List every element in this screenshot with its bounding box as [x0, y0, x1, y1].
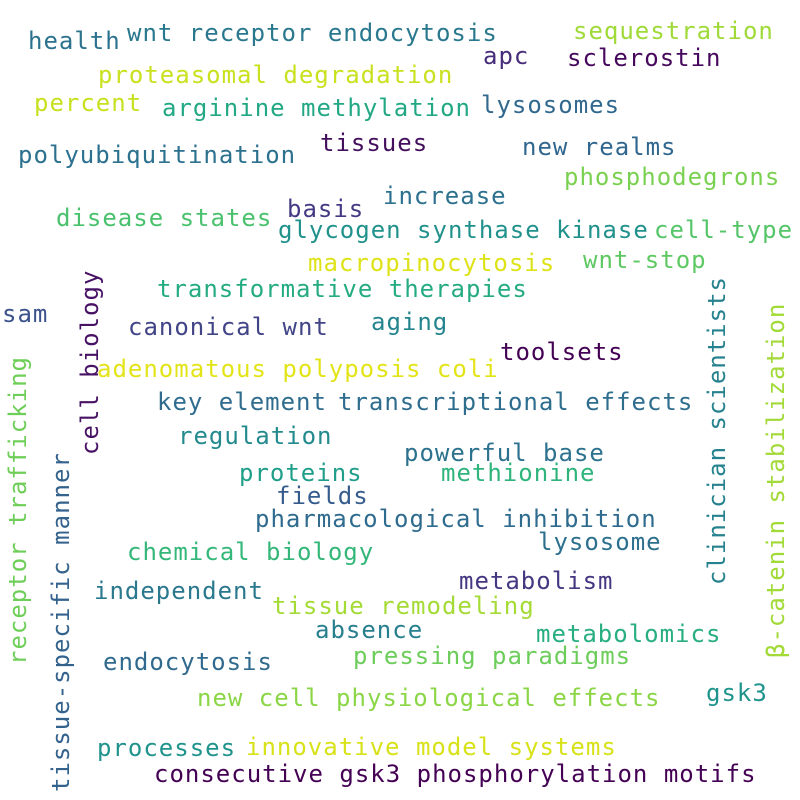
word-absence: absence — [315, 616, 424, 644]
word-proteins: proteins — [239, 459, 363, 487]
word-lysosome: lysosome — [538, 528, 662, 556]
word-fields: fields — [276, 482, 369, 510]
word-adenomatous-polyposis-coli: adenomatous polyposis coli — [97, 355, 499, 383]
word-health: health — [28, 27, 121, 55]
word-sequestration: sequestration — [573, 17, 774, 45]
word-proteasomal-degradation: proteasomal degradation — [98, 61, 454, 89]
word-phosphodegrons: phosphodegrons — [564, 163, 781, 191]
word-key-element: key element — [157, 388, 327, 416]
word-metabolomics: metabolomics — [536, 620, 722, 648]
word-polyubiquitination: polyubiquitination — [18, 141, 297, 169]
word-receptor-trafficking: receptor trafficking — [4, 356, 32, 665]
word-gsk3: gsk3 — [706, 679, 768, 707]
word-increase: increase — [383, 182, 507, 210]
word-tissue-specific-manner: tissue-specific manner — [47, 452, 75, 792]
word-tissues: tissues — [320, 129, 429, 157]
word-methionine: methionine — [441, 459, 596, 487]
word-sclerostin: sclerostin — [567, 44, 722, 72]
word-cell-type: cell-type — [654, 216, 794, 244]
word-macropinocytosis: macropinocytosis — [308, 249, 556, 277]
word-cell-biology: cell biology — [76, 269, 104, 455]
word-basis: basis — [287, 195, 365, 223]
word-new-realms: new realms — [522, 133, 677, 161]
word-aging: aging — [371, 308, 449, 336]
word-pressing-paradigms: pressing paradigms — [353, 642, 632, 670]
word-percent: percent — [34, 89, 143, 117]
word-independent: independent — [94, 577, 264, 605]
word-toolsets: toolsets — [500, 338, 624, 366]
word-arginine-methylation: arginine methylation — [162, 94, 471, 122]
word-canonical-wnt: canonical wnt — [128, 313, 329, 341]
word-pharmacological-inhibition: pharmacological inhibition — [255, 505, 657, 533]
word-metabolism: metabolism — [459, 567, 614, 595]
word-apc: apc — [483, 42, 530, 70]
word-glycogen-synthase-kinase: glycogen synthase kinase — [278, 216, 649, 244]
word-beta-catenin-stabilization: β-catenin stabilization — [762, 302, 790, 658]
word-tissue-remodeling: tissue remodeling — [272, 592, 535, 620]
word-new-cell-physiological-effects: new cell physiological effects — [197, 684, 661, 712]
word-processes: processes — [97, 734, 237, 762]
word-sam: sam — [2, 300, 49, 328]
word-wnt-stop: wnt-stop — [583, 246, 707, 274]
word-transformative-therapies: transformative therapies — [157, 275, 528, 303]
word-clinician-scientists: clinician scientists — [703, 276, 731, 585]
word-lysosomes: lysosomes — [481, 91, 621, 119]
word-powerful-base: powerful base — [404, 439, 605, 467]
word-chemical-biology: chemical biology — [127, 538, 375, 566]
word-disease-states: disease states — [56, 204, 273, 232]
word-innovative-model-systems: innovative model systems — [246, 733, 617, 761]
word-endocytosis: endocytosis — [103, 648, 273, 676]
word-regulation: regulation — [178, 422, 333, 450]
word-transcriptional-effects: transcriptional effects — [338, 388, 694, 416]
word-wnt-receptor-endocytosis: wnt receptor endocytosis — [127, 19, 498, 47]
word-consecutive-gsk3-phosphorylation-motifs: consecutive gsk3 phosphorylation motifs — [154, 760, 757, 788]
